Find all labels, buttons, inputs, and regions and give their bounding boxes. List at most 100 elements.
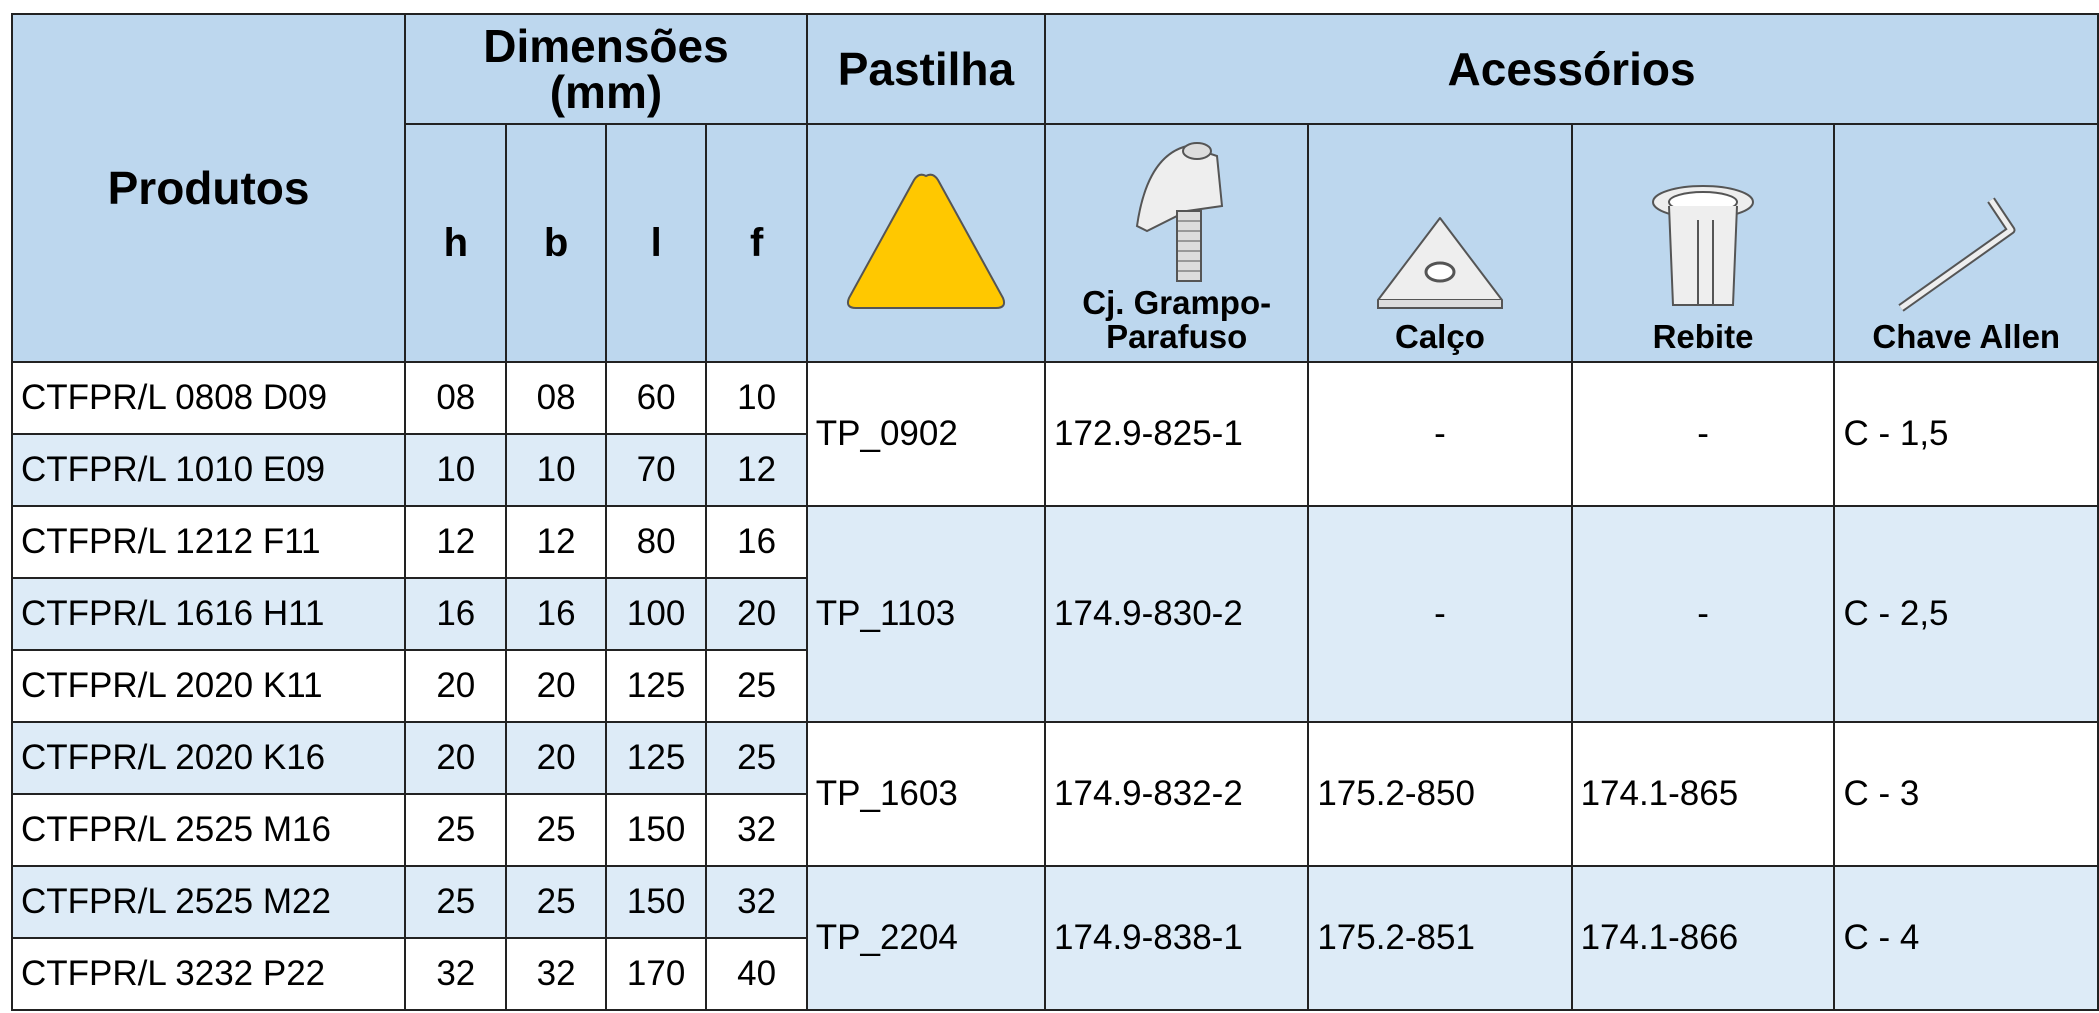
dimension-cell: 20 <box>404 721 508 795</box>
table-row: CTFPR/L 2020 K11 20 20 125 25 <box>10 649 2098 723</box>
clamp-cell: 174.9-830-2 <box>1044 505 1310 723</box>
product-cell: CTFPR/L 2525 M16 <box>10 793 407 867</box>
table-body: CTFPR/L 0808 D09 08 08 60 10 TP_0902 172.9-825… <box>10 361 2099 1011</box>
insert-cell: TP_1603 <box>805 721 1047 867</box>
product-cell: CTFPR/L 0808 D09 <box>10 361 407 435</box>
dimension-cell: 25 <box>705 721 808 795</box>
dimension-cell: 32 <box>705 793 808 867</box>
rivet-cell: 174.1-866 <box>1570 865 1836 1011</box>
dimension-cell: 16 <box>505 577 607 651</box>
dimension-cell: 25 <box>505 793 607 867</box>
clamp-header: Cj. Grampo-Parafuso <box>1044 123 1310 363</box>
shim-header: Calço <box>1307 123 1573 363</box>
rivet-cell: 174.1-865 <box>1570 721 1836 867</box>
dimension-cell: 16 <box>705 505 808 579</box>
dimension-cell: 12 <box>505 505 607 579</box>
shim-icon <box>1376 217 1503 310</box>
dimension-cell: 08 <box>505 361 607 435</box>
dimension-cell: 20 <box>404 649 508 723</box>
shim-cell: - <box>1307 361 1573 507</box>
product-table: Produtos Dimensões (mm) Pastilha Acessóri… <box>10 13 2099 1011</box>
insert-icon-cell <box>805 123 1047 363</box>
product-cell: CTFPR/L 1212 F11 <box>10 505 407 579</box>
dimension-cell: 70 <box>604 433 708 507</box>
dim-header: h <box>404 123 508 363</box>
insert-cell: TP_0902 <box>805 361 1047 507</box>
product-cell: CTFPR/L 1616 H11 <box>10 577 407 651</box>
clamp-icon <box>1135 141 1223 282</box>
key-label: Chave Allen <box>1872 318 2061 356</box>
dim-header: l <box>604 123 708 363</box>
dimension-cell: 40 <box>705 937 808 1011</box>
dimension-cell: 20 <box>505 649 607 723</box>
key-cell: C - 2,5 <box>1833 505 2099 723</box>
table-row: CTFPR/L 3232 P22 32 32 170 40 <box>10 937 2098 1011</box>
dimension-cell: 08 <box>404 361 508 435</box>
dimension-cell: 150 <box>604 865 708 939</box>
insert-cell: TP_2204 <box>805 865 1047 1011</box>
rivet-icon <box>1652 185 1755 307</box>
dimension-cell: 32 <box>505 937 607 1011</box>
dimension-cell: 60 <box>604 361 708 435</box>
product-cell: CTFPR/L 2020 K16 <box>10 721 407 795</box>
dimension-cell: 12 <box>705 433 808 507</box>
table-row: CTFPR/L 1010 E09 10 10 70 12 <box>10 433 2098 507</box>
clamp-cell: 174.9-838-1 <box>1044 865 1310 1011</box>
rivet-header: Rebite <box>1570 123 1836 363</box>
dimension-cell: 20 <box>705 577 808 651</box>
key-header: Chave Allen <box>1833 123 2099 363</box>
rivet-label: Rebite <box>1652 318 1754 356</box>
insert-icon <box>846 173 1005 309</box>
clamp-cell: 174.9-832-2 <box>1044 721 1310 867</box>
dimension-cell: 170 <box>604 937 708 1011</box>
products-header: Produtos <box>10 13 407 363</box>
product-cell: CTFPR/L 2020 K11 <box>10 649 407 723</box>
product-cell: CTFPR/L 1010 E09 <box>10 433 407 507</box>
rivet-cell: - <box>1570 505 1836 723</box>
shim-cell: 175.2-851 <box>1307 865 1573 1011</box>
product-cell: CTFPR/L 3232 P22 <box>10 937 407 1011</box>
clamp-label: Cj. Grampo-Parafuso <box>1082 283 1272 356</box>
dimensions-header: Dimensões (mm) <box>404 13 808 125</box>
dimension-cell: 32 <box>705 865 808 939</box>
dimension-cell: 25 <box>404 793 508 867</box>
table-row: CTFPR/L 2525 M22 25 25 150 32 TP_2204 174.9-83… <box>10 865 2099 1011</box>
dimension-cell: 12 <box>404 505 508 579</box>
dimension-cell: 125 <box>604 721 708 795</box>
dimension-cell: 80 <box>604 505 708 579</box>
rivet-cell: - <box>1570 361 1836 507</box>
dimension-cell: 10 <box>705 361 808 435</box>
dimension-cell: 25 <box>404 865 508 939</box>
key-cell: C - 4 <box>1833 865 2099 1011</box>
table-row: CTFPR/L 2020 K16 20 20 125 25 TP_1603 174.9-83… <box>10 721 2099 867</box>
table-row: CTFPR/L 1212 F11 12 12 80 16 TP_1103 174.9-830… <box>10 505 2099 723</box>
table-row: CTFPR/L 1616 H11 16 16 100 20 <box>10 577 2098 651</box>
shim-label: Calço <box>1395 318 1485 356</box>
table-row: CTFPR/L 2525 M16 25 25 150 32 <box>10 793 2098 867</box>
clamp-cell: 172.9-825-1 <box>1044 361 1310 507</box>
insert-cell: TP_1103 <box>805 505 1047 723</box>
key-icon <box>1898 197 2016 313</box>
dimension-cell: 100 <box>604 577 708 651</box>
insert-header: Pastilha <box>805 13 1047 125</box>
accessories-header: Acessórios <box>1044 13 2099 125</box>
dimension-cell: 10 <box>404 433 508 507</box>
key-cell: C - 3 <box>1833 721 2099 867</box>
shim-cell: - <box>1307 505 1573 723</box>
dimension-cell: 150 <box>604 793 708 867</box>
dimension-cell: 25 <box>505 865 607 939</box>
dimension-cell: 125 <box>604 649 708 723</box>
product-cell: CTFPR/L 2525 M22 <box>10 865 407 939</box>
dimensions-line: Dimensões <box>483 20 729 72</box>
dim-header: b <box>505 123 607 363</box>
table-row: CTFPR/L 0808 D09 08 08 60 10 TP_0902 172.9-825… <box>10 361 2099 507</box>
key-cell: C - 1,5 <box>1833 361 2099 507</box>
dimension-cell: 16 <box>404 577 508 651</box>
dimension-cell: 25 <box>705 649 808 723</box>
dimension-cell: 20 <box>505 721 607 795</box>
dim-header: f <box>705 123 808 363</box>
shim-cell: 175.2-850 <box>1307 721 1573 867</box>
dimension-cell: 10 <box>505 433 607 507</box>
dimension-cell: 32 <box>404 937 508 1011</box>
